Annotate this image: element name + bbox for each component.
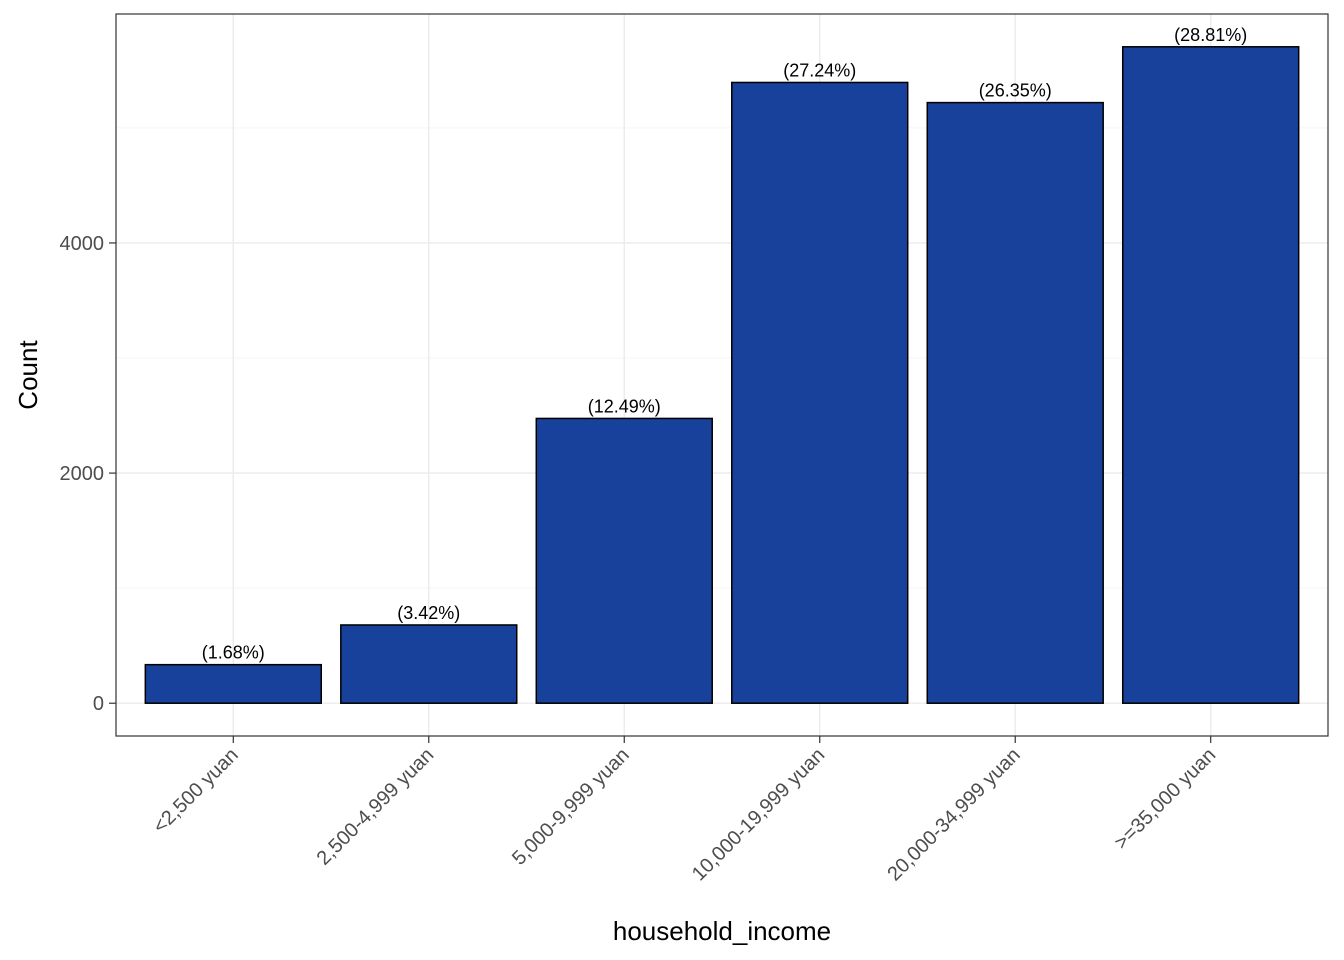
data-label-5: (26.35%) [979, 81, 1052, 101]
y-axis-title: Count [13, 340, 43, 410]
x-tick-label: 20,000-34,999 yuan [883, 744, 1024, 885]
data-label-2: (3.42%) [397, 603, 460, 623]
x-tick-label: >=35,000 yuan [1110, 744, 1220, 854]
data-labels-group: (1.68%) (3.42%) (12.49%) (27.24%) (26.35%) (2… [202, 25, 1247, 663]
bar-2 [340, 624, 518, 704]
bar-4 [731, 81, 909, 704]
panel-border [115, 13, 1329, 737]
bar-6 [1121, 46, 1300, 704]
y-tick-label: 2000 [60, 463, 105, 485]
x-axis-title: household_income [613, 916, 831, 946]
bar-1 [144, 663, 323, 704]
x-axis: <2,500 yuan 2,500-4,999 yuan 5,000-9,999 y… [149, 736, 1220, 885]
y-axis: 0 2000 4000 [60, 233, 116, 715]
data-label-1: (1.68%) [202, 643, 265, 663]
bar-5 [926, 101, 1104, 704]
x-tick-label: <2,500 yuan [149, 744, 243, 838]
x-tick-label: 5,000-9,999 yuan [508, 744, 634, 870]
x-tick-label: 10,000-19,999 yuan [688, 744, 829, 885]
data-label-4: (27.24%) [783, 60, 856, 80]
bars-group [144, 46, 1300, 704]
y-tick-label: 0 [93, 693, 104, 715]
bar-3 [535, 417, 713, 704]
y-tick-label: 4000 [60, 233, 105, 255]
data-label-3: (12.49%) [588, 396, 661, 416]
data-label-6: (28.81%) [1174, 25, 1247, 45]
x-tick-label: 2,500-4,999 yuan [313, 744, 439, 870]
